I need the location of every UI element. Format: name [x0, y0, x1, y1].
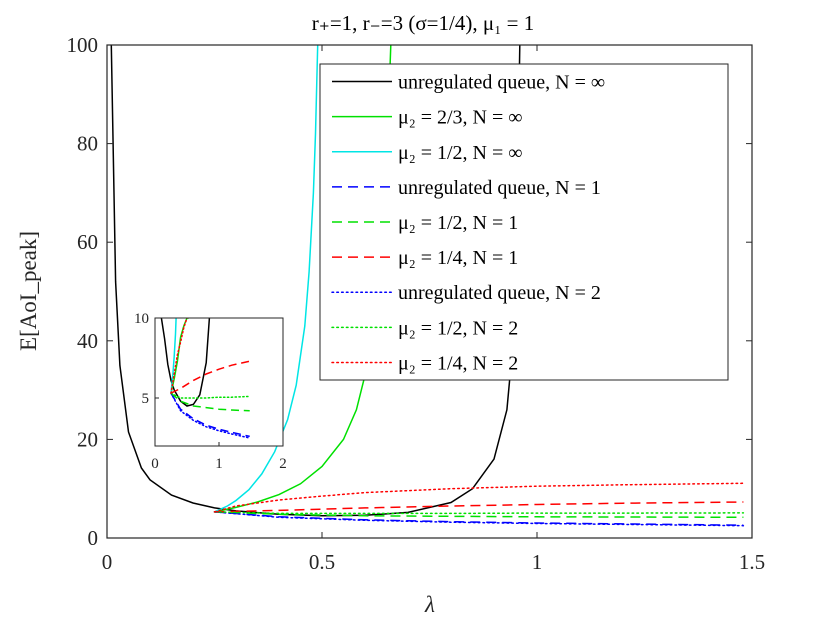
inset-x-tick-label: 2: [279, 456, 287, 472]
inset-series-line-9: [170, 318, 188, 394]
legend-entry: unregulated queue, N = 2: [398, 282, 601, 304]
legend-entry: μ₂ = 1/2, N = ∞: [398, 142, 523, 164]
y-tick-label: 60: [77, 230, 98, 254]
inset-series-line-6: [170, 360, 250, 394]
y-tick-label: 40: [77, 329, 98, 353]
y-tick-label: 0: [88, 526, 99, 550]
inset-series-line-8: [170, 392, 251, 399]
y-tick-label: 20: [77, 427, 98, 451]
chart-title: r₊=1, r₋=3 (σ=1/4), μ₁ = 1: [312, 11, 535, 35]
inset-series-line-4: [170, 392, 250, 438]
y-tick-label: 80: [77, 132, 98, 156]
inset-y-tick-label: 5: [142, 391, 150, 407]
x-tick-label: 1: [532, 550, 543, 574]
legend-entry: μ₂ = 1/4, N = 1: [398, 247, 518, 269]
legend-entry: μ₂ = 1/2, N = 2: [398, 317, 518, 339]
x-axis-label: λ: [424, 592, 435, 617]
inset-series-line-3: [170, 318, 177, 394]
inset-x-tick-label: 1: [215, 456, 223, 472]
plot-frame: [106, 44, 753, 539]
legend-entry: unregulated queue, N = ∞: [398, 72, 605, 94]
inset-series-line-7: [170, 392, 251, 439]
inset-series-line-2: [170, 318, 189, 394]
inset-x-tick-label: 0: [151, 456, 159, 472]
series-line-5: [214, 511, 744, 519]
y-tick-label: 100: [67, 33, 99, 57]
x-tick-label: 1.5: [739, 550, 765, 574]
inset-background: [155, 318, 283, 446]
inset-series-line-5: [170, 392, 250, 412]
inset-plot-area: 0 1 2 5 10: [134, 311, 287, 472]
x-tick-label: 0: [102, 550, 113, 574]
series-line-8: [213, 511, 745, 515]
inset-series-line-1: [160, 318, 211, 407]
legend-entry: unregulated queue, N = 1: [398, 177, 601, 199]
legend-entry: μ₂ = 1/4, N = 2: [398, 352, 518, 374]
y-axis-label: E[AoI_peak]: [16, 231, 41, 351]
x-tick-label: 0.5: [309, 550, 335, 574]
legend-entry: μ₂ = 1/2, N = 1: [398, 212, 518, 234]
inset-y-tick-label: 10: [134, 311, 149, 327]
legend: unregulated queue, N = ∞ μ₂ = 2/3, N = ∞ μ…: [319, 63, 729, 381]
series-line-9: [213, 482, 745, 513]
legend-entry: μ₂ = 2/3, N = ∞: [398, 107, 523, 129]
series-line-7: [213, 511, 745, 527]
series-line-3: [214, 45, 319, 513]
series-line-6: [214, 501, 744, 513]
